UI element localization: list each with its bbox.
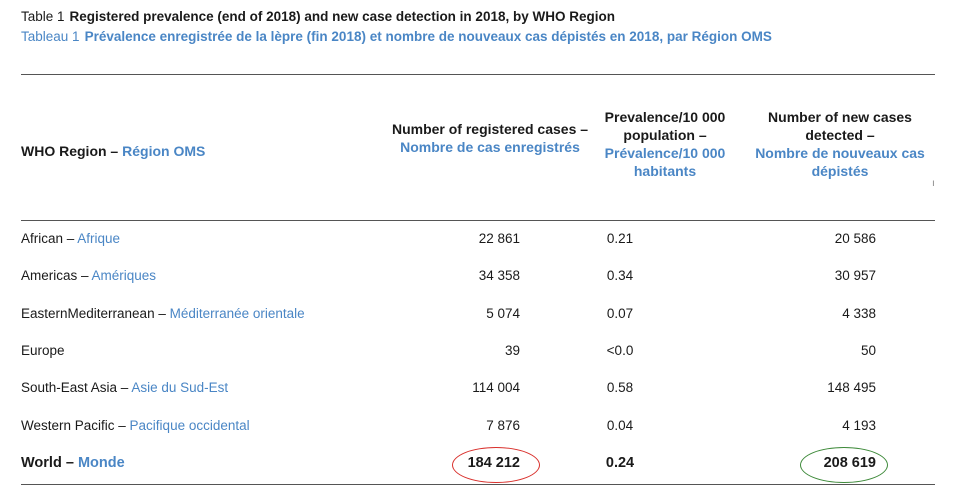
region-fr: Pacifique occidental: [129, 417, 250, 433]
table-row: Europe 39 <0.0 50: [0, 343, 961, 373]
header-registered-en: Number of registered cases –: [391, 121, 589, 137]
header-region-fr: Région OMS: [122, 143, 206, 159]
new-cases: 148 495: [827, 380, 876, 396]
region-en: African –: [21, 231, 78, 246]
world-region-fr: Monde: [77, 455, 125, 471]
prevalence: <0.0: [606, 342, 634, 358]
table-title-en: Table 1 Registered prevalence (end of 201…: [21, 9, 615, 24]
table-title-text-en: Registered prevalence (end of 2018) and …: [69, 9, 615, 24]
table-row: South-East Asia – Asie du Sud-Est 114 004…: [0, 380, 961, 410]
registered-cases: 7 876: [486, 417, 520, 433]
prevalence: 0.58: [606, 380, 634, 396]
world-region-en: World –: [21, 455, 78, 471]
region-fr: Amériques: [91, 268, 157, 284]
region-en: Europe: [21, 342, 65, 358]
new-cases: 50: [860, 342, 876, 358]
region-fr: Afrique: [77, 231, 121, 246]
new-cases: 30 957: [834, 268, 876, 284]
header-registered-fr: Nombre de cas enregistrés: [400, 139, 580, 155]
region-en: South-East Asia –: [21, 380, 132, 396]
top-rule: [21, 74, 935, 75]
registered-cases: 114 004: [472, 380, 520, 396]
prevalence: 0.07: [606, 305, 634, 321]
table-label-en: Table 1: [21, 9, 65, 24]
header-region-en: WHO Region –: [21, 143, 123, 159]
region-fr: Méditerranée orientale: [169, 305, 305, 321]
header-registered: Number of registered cases – Nombre de c…: [390, 120, 590, 156]
header-new-en: Number of new cases detected –: [768, 109, 912, 143]
table-row: Western Pacific – Pacifique occidental 7 …: [0, 418, 961, 448]
region-cell: Americas – Amériques: [21, 268, 156, 283]
new-cases: 4 193: [842, 417, 876, 433]
world-prevalence: 0.24: [605, 455, 635, 471]
prevalence: 0.04: [606, 417, 634, 433]
header-new-fr: Nombre de nouveaux cas dépistés: [755, 145, 925, 179]
prevalence: 0.21: [606, 231, 634, 246]
header-new-cases: Number of new cases detected – Nombre de…: [755, 108, 925, 180]
table-row: EasternMediterranean – Méditerranée orie…: [0, 306, 961, 336]
new-cases: 20 586: [834, 231, 876, 246]
header-prevalence-fr: Prévalence/10 000 habitants: [604, 145, 726, 179]
stray-mark: ı: [932, 178, 935, 189]
region-cell: Western Pacific – Pacifique occidental: [21, 418, 250, 433]
region-fr: Asie du Sud-Est: [131, 380, 229, 396]
registered-highlight-circle: [452, 447, 540, 483]
registered-cases: 39: [504, 342, 520, 358]
region-cell: African – Afrique: [21, 231, 120, 246]
header-rule: [21, 220, 935, 221]
prevalence: 0.34: [606, 268, 634, 284]
region-en: Americas –: [21, 268, 92, 284]
new-cases: 4 338: [842, 305, 876, 321]
table-row: Americas – Amériques 34 358 0.34 30 957: [0, 268, 961, 298]
header-prevalence-en: Prevalence/10 000 population –: [604, 109, 726, 143]
registered-cases: 34 358: [478, 268, 520, 284]
bottom-rule: [21, 484, 935, 485]
region-en: Western Pacific –: [21, 417, 130, 433]
registered-cases: 22 861: [478, 231, 520, 246]
table-row: African – Afrique 22 861 0.21 20 586: [0, 231, 961, 261]
header-prevalence: Prevalence/10 000 population – Prévalenc…: [585, 108, 745, 180]
registered-cases: 5 074: [486, 305, 520, 321]
table-title-fr: Tableau 1 Prévalence enregistrée de la lè…: [21, 29, 772, 44]
region-en: EasternMediterranean –: [21, 305, 170, 321]
region-cell: Europe: [21, 343, 65, 358]
region-cell: EasternMediterranean – Méditerranée orie…: [21, 306, 305, 321]
new-cases-highlight-circle: [800, 447, 888, 483]
header-region: WHO Region – Région OMS: [21, 142, 205, 160]
table-title-text-fr: Prévalence enregistrée de la lèpre (fin …: [84, 29, 772, 44]
region-cell: South-East Asia – Asie du Sud-Est: [21, 380, 228, 395]
world-region-cell: World – Monde: [21, 455, 125, 471]
table-label-fr: Tableau 1: [21, 29, 80, 44]
